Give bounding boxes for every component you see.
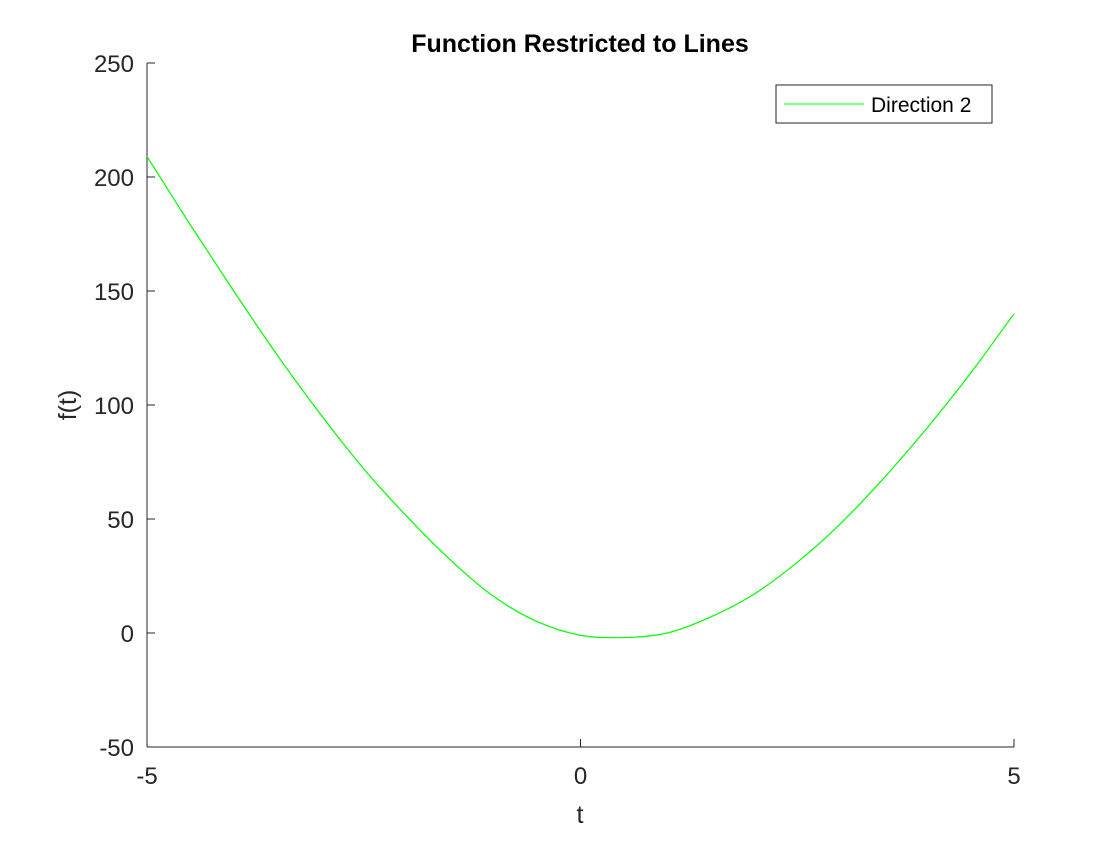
x-tick-label: -5 [136,763,157,790]
chart-title: Function Restricted to Lines [411,30,749,58]
y-tick-label: 100 [94,393,134,420]
y-tick-label: 250 [94,51,134,78]
legend: Direction 2 [775,84,993,124]
y-axis-label: f(t) [54,390,82,421]
y-tick-label: 50 [107,507,134,534]
x-tick-label: 0 [574,763,587,790]
x-tick-label: 5 [1007,763,1020,790]
y-ticks: -50 0 50 100 150 200 250 [94,51,155,762]
y-tick-label: 150 [94,279,134,306]
x-axis-label: t [577,801,584,829]
x-ticks: -5 0 5 [136,739,1021,790]
y-tick-label: 0 [121,621,134,648]
y-tick-label: -50 [99,735,134,762]
legend-entry-label: Direction 2 [871,94,971,117]
series-layer [146,156,1015,639]
y-tick-label: 200 [94,165,134,192]
series-line-direction-2 [146,156,1015,639]
axes [146,63,1014,748]
